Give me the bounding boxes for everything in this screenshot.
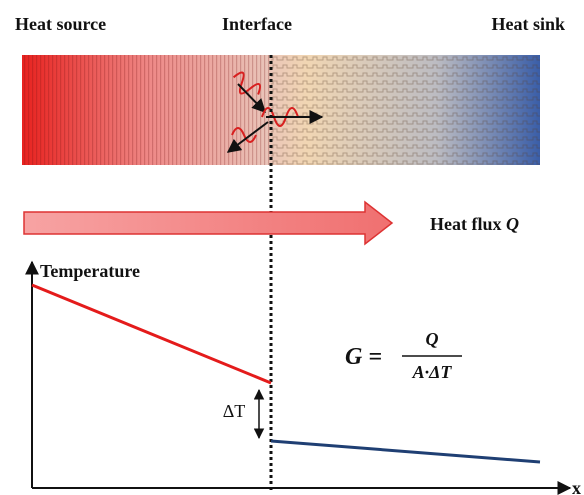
temp-left	[31, 283, 272, 385]
heat-flux-symbol: Q	[506, 214, 519, 234]
label-heat-sink: Heat sink	[491, 14, 565, 34]
temp-right	[270, 439, 541, 464]
formula-numerator: Q	[426, 329, 439, 349]
delta-label: ΔT	[223, 401, 246, 421]
lattice-right	[271, 55, 540, 165]
x-axis-label: x	[572, 478, 581, 495]
formula-denominator: A·ΔT	[412, 362, 453, 382]
label-interface: Interface	[222, 14, 292, 34]
label-heat-source: Heat source	[15, 14, 106, 34]
heat-flux-text: Heat flux	[430, 214, 502, 234]
y-axis-label: Temperature	[40, 261, 140, 281]
formula-lhs: G =	[345, 344, 382, 370]
phonons	[226, 71, 324, 153]
heat-flux-arrow	[23, 200, 394, 246]
heat-flux-label: Heat flux Q	[430, 214, 519, 234]
